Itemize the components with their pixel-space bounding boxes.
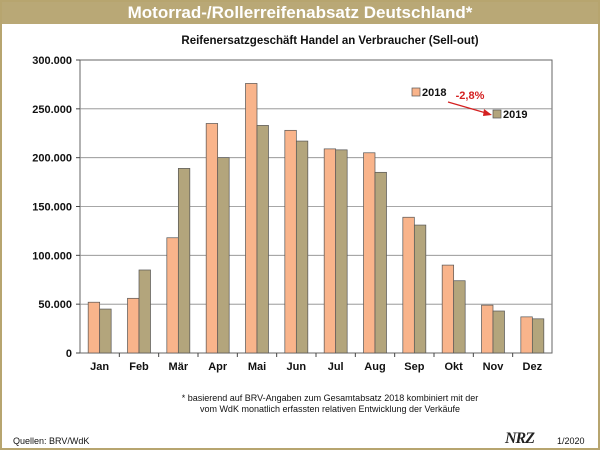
bar-2019-Sep [413,224,427,354]
x-tick-label: Aug [364,361,385,373]
bar-2018-Apr [205,123,219,354]
y-tick-label: 0 [66,348,72,360]
change-annotation: -2,8% [447,90,492,116]
x-tick-label: Feb [129,361,149,373]
bar-2018-Mai [245,83,258,354]
bar-2019-Aug [374,171,387,354]
x-tick-label: Dez [523,361,543,373]
legend-swatch-2018 [411,87,421,97]
x-tick-label: Mai [248,361,266,373]
publisher-logo: NRZ [505,430,535,447]
bars [87,83,545,354]
y-axis-ticks: 0 50.000 100.000 150.000 200.000 250.000 300.0… [32,55,80,360]
bar-2019-Feb [138,269,151,354]
bar-2019-Dez [531,318,545,354]
legend-swatch-2019 [492,109,502,119]
bar-2018-Jul [323,148,337,354]
x-tick-label: Jul [328,361,344,373]
bar-2019-Mai [256,125,269,354]
bar-2018-Feb [127,297,140,354]
bar-2018-Aug [363,152,376,354]
x-tick-label: Jan [90,361,109,373]
bar-2018-Nov [481,304,494,354]
x-tick-label: Sep [404,361,424,373]
bar-2018-Dez [520,316,533,354]
issue-label: 1/2020 [557,436,585,446]
x-tick-label: Jun [287,361,307,373]
gridlines [80,108,552,305]
legend-label-2019: 2019 [503,109,527,121]
bar-2019-Apr [217,157,230,354]
change-percent-label: -2,8% [456,90,485,102]
bar-2018-Sep [402,216,415,354]
bar-2019-Jun [295,140,309,354]
bar-2018-Jun [284,129,297,354]
y-tick-label: 50.000 [38,299,72,311]
x-tick-label: Nov [483,361,505,373]
x-tick-label: Okt [444,361,463,373]
y-tick-label: 100.000 [32,250,72,262]
y-tick-label: 200.000 [32,153,72,165]
bar-2018-Okt [441,264,455,354]
legend-label-2018: 2018 [422,87,446,99]
bar-2019-Jan [99,308,112,354]
footnote-line-2: vom WdK monatlich erfassten relativen En… [199,404,461,414]
footnote-line-1: * basierend auf BRV-Angaben zum Gesamtab… [181,393,479,403]
bar-2019-Nov [492,310,505,354]
legend: 2018 2019 [411,87,527,121]
y-tick-label: 150.000 [32,202,72,214]
y-tick-label: 300.000 [32,55,72,67]
bar-2019-Okt [453,280,466,354]
bar-2018-Jan [87,301,101,354]
change-arrow-head [483,109,492,116]
x-tick-label: Mär [169,361,189,373]
x-axis-ticks: Jan Feb Mär Apr Mai Jun Jul Aug Sep Okt Nov Dez [90,353,543,373]
footnote: * basierend auf BRV-Angaben zum Gesamtab… [120,393,540,415]
change-arrow-line [447,101,487,114]
bar-2018-Mär [166,237,179,354]
chart-title: Reifenersatzgeschäft Handel an Verbrauch… [181,35,478,47]
sources-label: Quellen: BRV/WdK [13,436,90,446]
banner-title: Motorrad-/Rollerreifenabsatz Deutschland… [2,2,598,24]
bar-2019-Mär [177,168,191,354]
x-tick-label: Apr [208,361,228,373]
y-tick-label: 250.000 [32,104,72,116]
bar-2019-Jul [335,149,348,354]
